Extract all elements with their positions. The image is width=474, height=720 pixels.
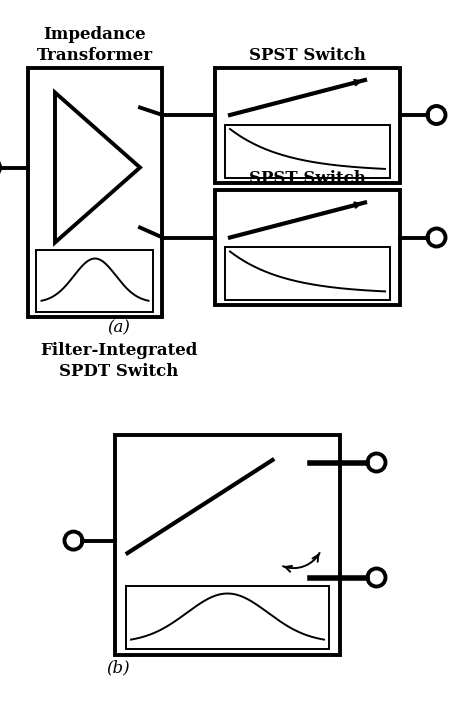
Text: Impedance
Transformer: Impedance Transformer — [37, 26, 153, 63]
Text: SPST Switch: SPST Switch — [249, 170, 366, 187]
Text: (b): (b) — [107, 659, 130, 676]
Text: SPST Switch: SPST Switch — [249, 47, 366, 63]
Text: (a): (a) — [107, 319, 130, 336]
Text: Filter-Integrated
SPDT Switch: Filter-Integrated SPDT Switch — [40, 343, 197, 380]
